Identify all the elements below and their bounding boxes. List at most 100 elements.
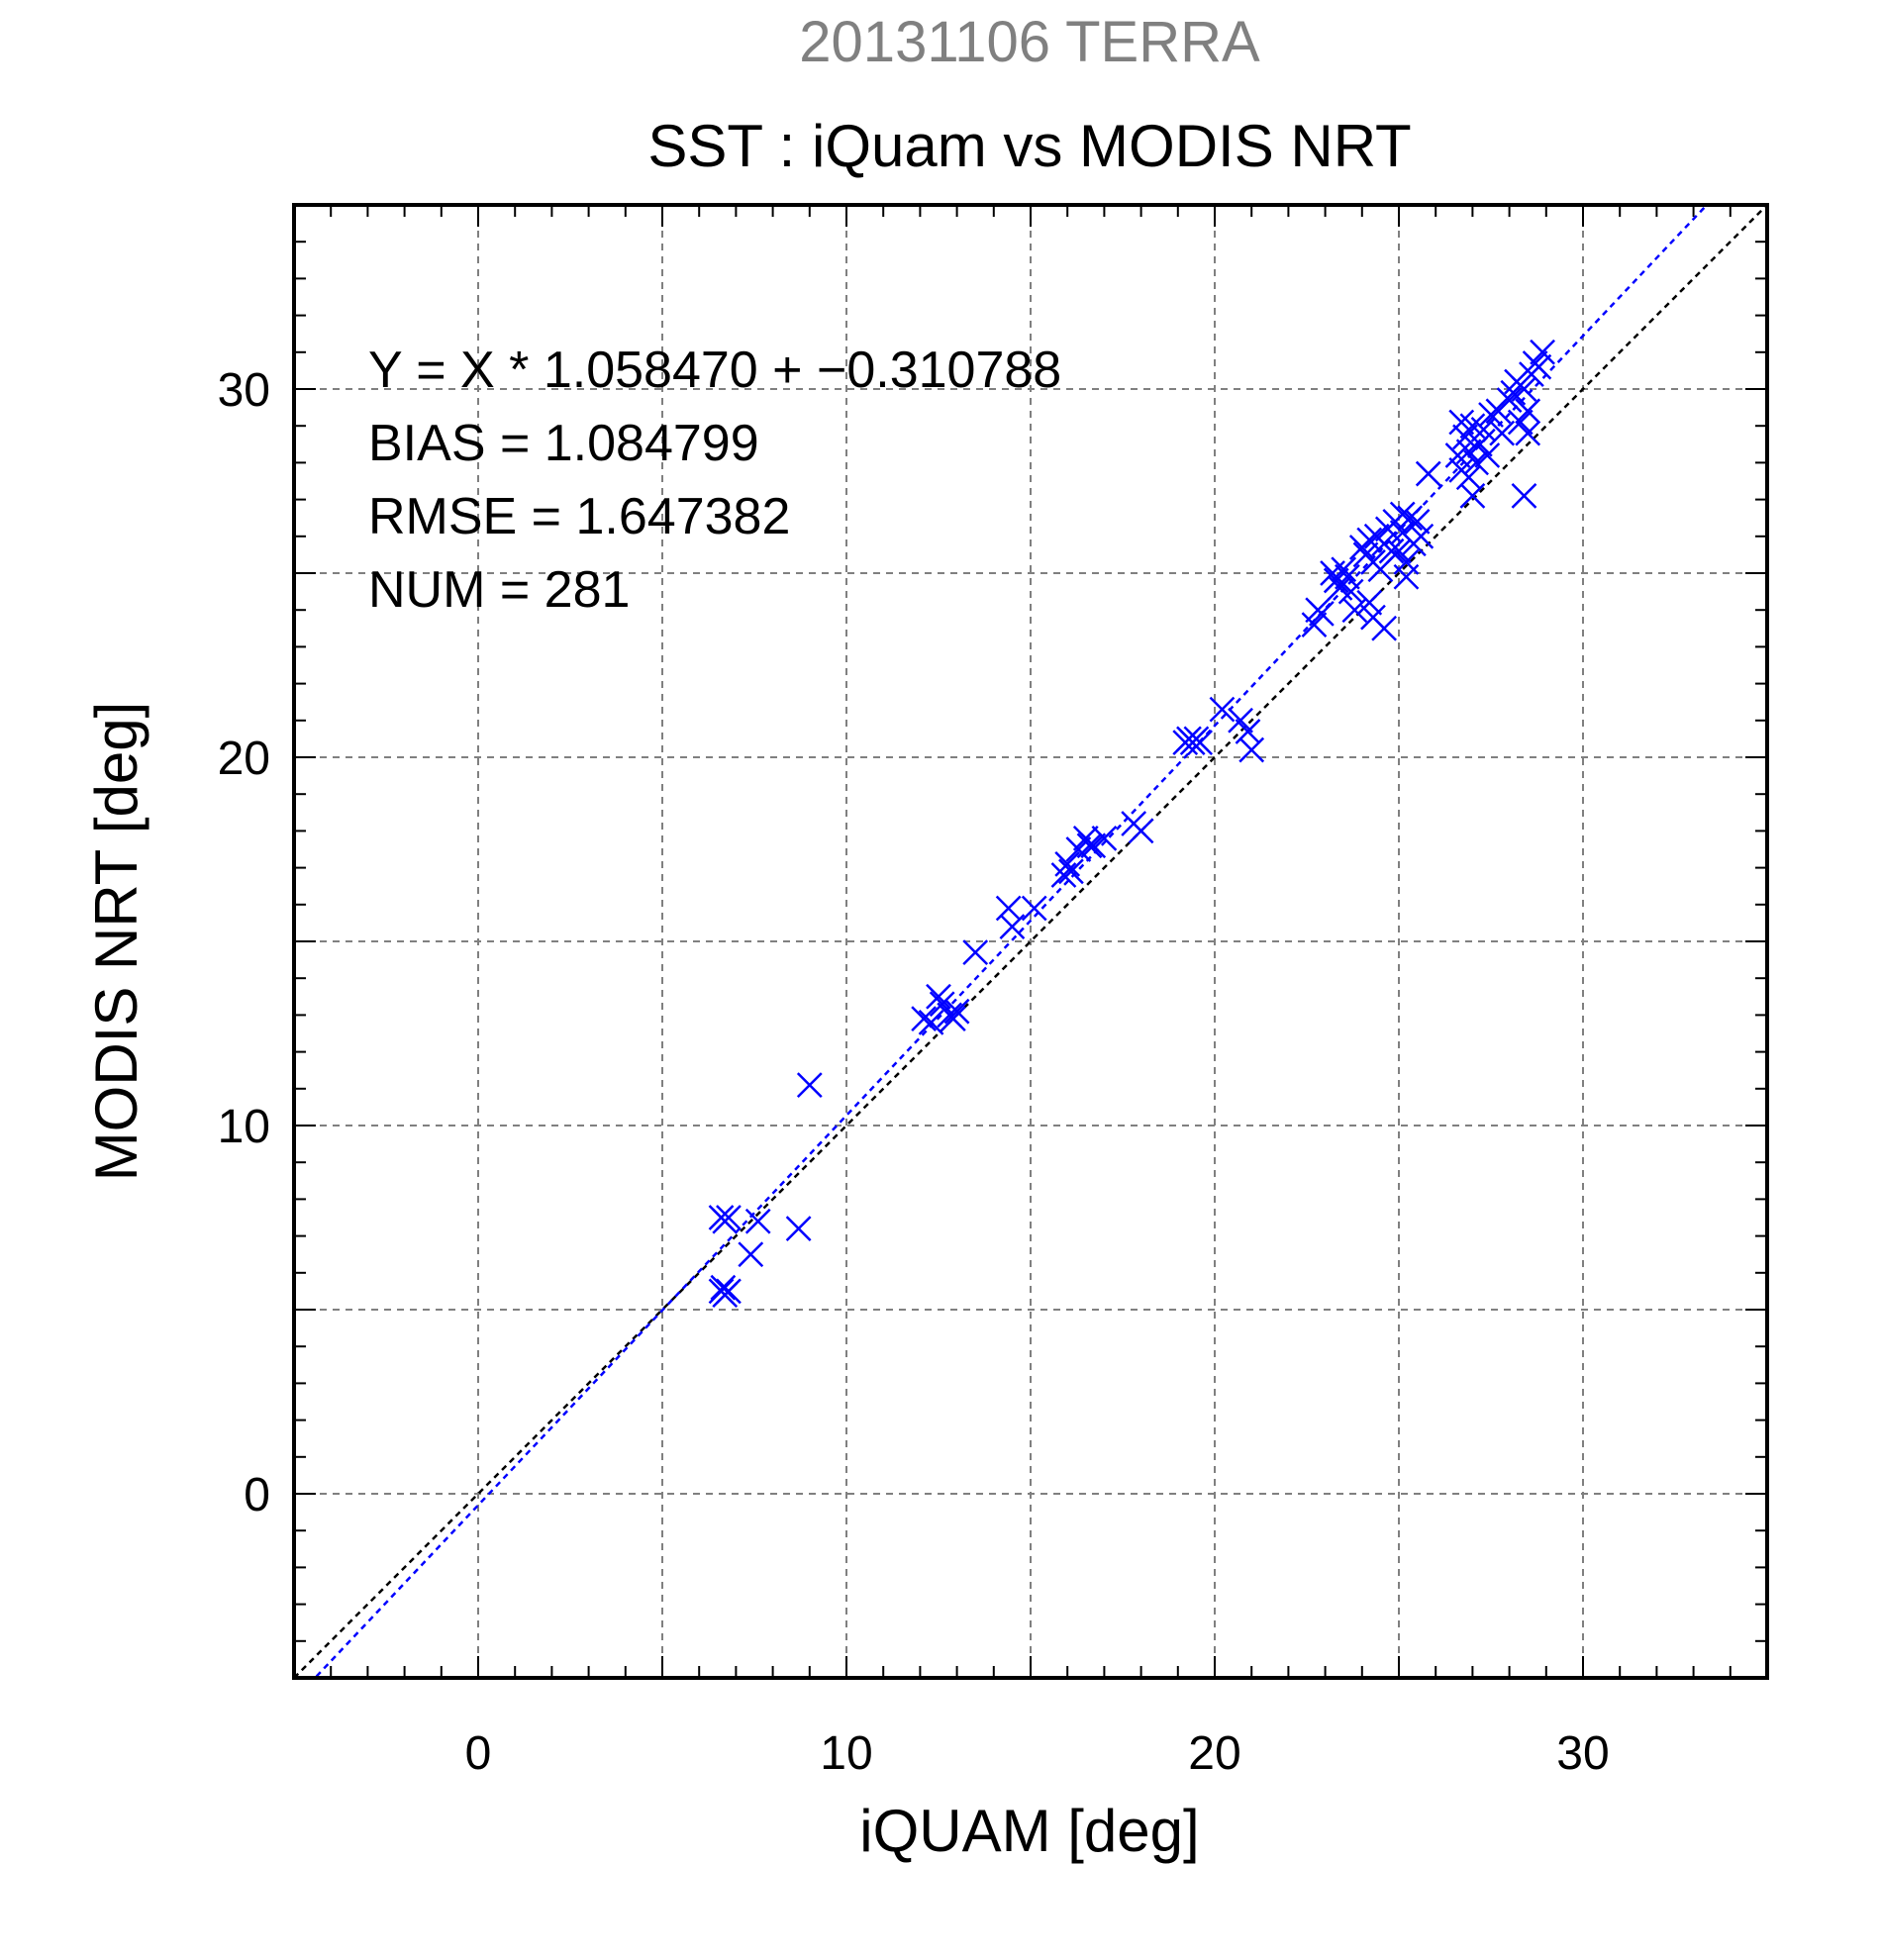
data-point-stroke xyxy=(1507,409,1534,436)
data-point xyxy=(1378,538,1405,564)
data-point-stroke xyxy=(918,1009,944,1035)
data-point xyxy=(911,1006,938,1032)
y-tick-labels: 0 10 20 30 xyxy=(218,364,270,1521)
y-tick-label: 20 xyxy=(218,733,270,785)
data-point-stroke xyxy=(716,1205,742,1230)
data-point xyxy=(1478,402,1504,428)
data-point-stroke xyxy=(1054,850,1081,877)
data-point-stroke xyxy=(1356,589,1383,616)
data-point-stroke xyxy=(1128,818,1154,844)
data-point xyxy=(918,1009,944,1035)
data-point xyxy=(1021,895,1047,922)
data-point xyxy=(1209,696,1236,723)
data-point-stroke xyxy=(940,1006,966,1032)
data-point-stroke xyxy=(1341,597,1368,624)
data-point xyxy=(796,1072,823,1098)
data-point xyxy=(1128,818,1154,844)
data-point xyxy=(1054,850,1081,877)
plot-area-frame xyxy=(292,203,1769,1680)
data-point xyxy=(1228,707,1253,734)
data-point xyxy=(1235,719,1261,744)
data-point-stroke xyxy=(785,1216,812,1242)
data-point-stroke xyxy=(962,939,989,966)
data-point-stroke xyxy=(710,1274,737,1301)
data-point xyxy=(744,1208,771,1234)
data-point xyxy=(1511,482,1537,509)
data-point xyxy=(962,939,989,966)
rmse-value: RMSE = 1.647382 xyxy=(368,488,790,545)
data-point xyxy=(1404,509,1431,535)
data-point-stroke xyxy=(1378,538,1405,564)
x-axis-title: iQUAM [deg] xyxy=(859,1798,1199,1864)
data-point-stroke xyxy=(1187,730,1214,756)
x-tick-label: 30 xyxy=(1556,1727,1609,1780)
data-point-stroke xyxy=(1327,574,1353,601)
data-point-stroke xyxy=(1091,825,1118,851)
data-point xyxy=(1415,460,1441,487)
chart-title: 20131106 TERRA xyxy=(799,10,1260,74)
data-point xyxy=(929,991,955,1018)
data-point xyxy=(926,983,951,1010)
data-point-stroke xyxy=(796,1072,823,1098)
data-point xyxy=(1356,589,1383,616)
data-point-stroke xyxy=(1356,527,1383,553)
data-point-stroke xyxy=(1076,833,1103,859)
data-point-stroke xyxy=(1526,353,1552,380)
data-point xyxy=(1335,563,1360,590)
data-point-stroke xyxy=(1530,339,1555,365)
data-point-stroke xyxy=(1397,505,1424,532)
identity-line xyxy=(294,205,1767,1678)
data-point xyxy=(785,1216,812,1242)
data-point-stroke xyxy=(1415,460,1441,487)
data-point-stroke xyxy=(1515,398,1541,425)
y-axis-title: MODIS NRT [deg] xyxy=(83,702,149,1182)
data-point-stroke xyxy=(716,1278,742,1305)
data-point xyxy=(1397,505,1424,532)
y-tick-label: 30 xyxy=(218,364,270,417)
data-point xyxy=(1341,597,1368,624)
data-point-stroke xyxy=(1021,895,1047,922)
data-point-stroke xyxy=(1335,563,1360,590)
y-tick-label: 0 xyxy=(244,1469,270,1521)
data-point xyxy=(716,1278,742,1305)
data-point xyxy=(1389,501,1416,528)
data-point-stroke xyxy=(738,1241,764,1268)
data-point-stroke xyxy=(1058,858,1084,885)
data-point-stroke xyxy=(1404,509,1431,535)
data-point-stroke xyxy=(1496,387,1523,414)
data-point xyxy=(995,895,1022,922)
data-point-stroke xyxy=(1511,482,1537,509)
data-point-stroke xyxy=(1238,736,1265,763)
data-point-stroke xyxy=(1448,409,1475,436)
data-point xyxy=(1058,858,1084,885)
data-point-stroke xyxy=(1080,833,1107,859)
data-point-stroke xyxy=(1489,420,1516,446)
data-point xyxy=(943,998,970,1025)
data-point xyxy=(940,1006,966,1032)
data-point-stroke xyxy=(1478,402,1504,428)
data-point-stroke xyxy=(1301,612,1328,637)
data-point-stroke xyxy=(1209,696,1236,723)
data-point xyxy=(1474,442,1501,468)
data-point xyxy=(1489,420,1516,446)
data-point-stroke xyxy=(1228,707,1253,734)
data-point-stroke xyxy=(1408,523,1435,549)
data-point xyxy=(1448,409,1475,436)
data-point xyxy=(1511,376,1537,402)
data-point-stroke xyxy=(1452,424,1478,450)
data-point xyxy=(1080,833,1107,859)
data-point-stroke xyxy=(1459,413,1486,440)
data-point-stroke xyxy=(1371,615,1398,641)
x-tick-label: 10 xyxy=(820,1727,872,1780)
data-point-stroke xyxy=(1389,501,1416,528)
data-point xyxy=(1356,527,1383,553)
stats-annotations: Y = X * 1.058470 + −0.310788 BIAS = 1.08… xyxy=(368,342,1061,619)
data-point-stroke xyxy=(911,1006,938,1032)
data-point xyxy=(1238,736,1265,763)
data-point xyxy=(1393,548,1420,575)
data-point-stroke xyxy=(1463,449,1490,476)
data-point-stroke xyxy=(1386,538,1412,564)
data-point xyxy=(1530,339,1555,365)
data-point xyxy=(716,1205,742,1230)
